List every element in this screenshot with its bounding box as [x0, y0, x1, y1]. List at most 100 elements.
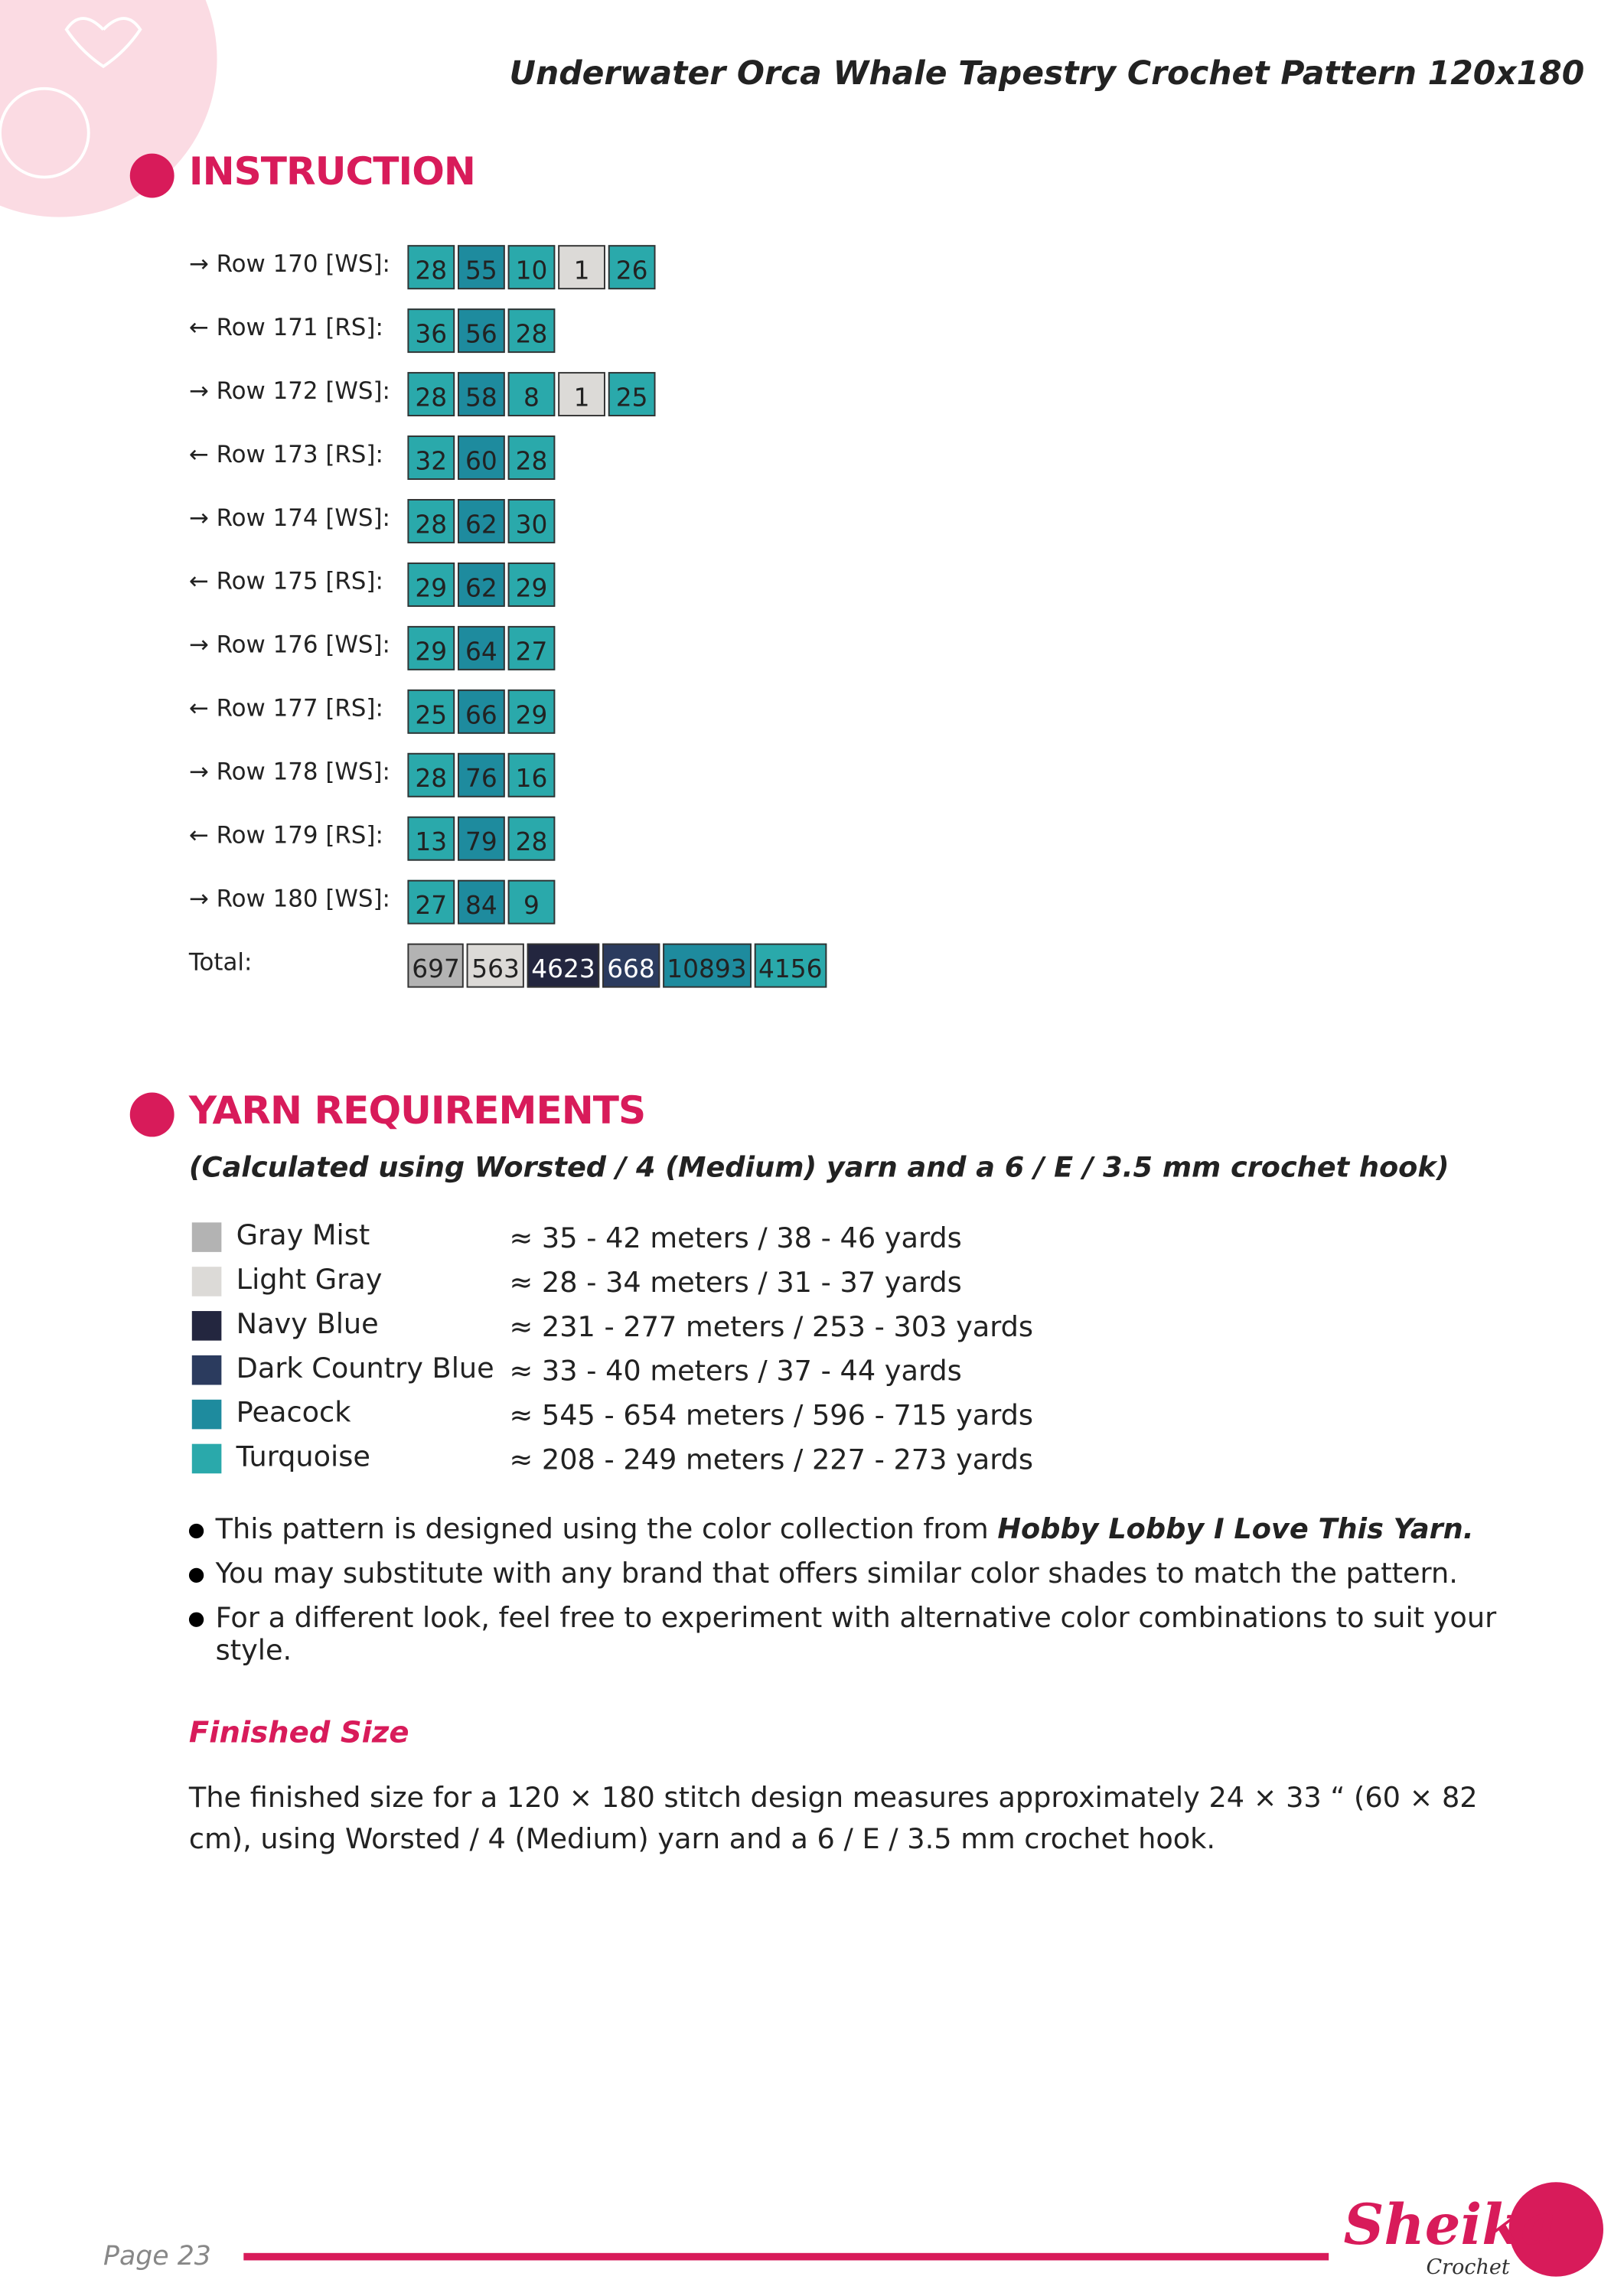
cell-row: 27 84 9: [407, 879, 556, 925]
stitch-cell: 25: [407, 689, 455, 734]
stitch-cell: 28: [407, 752, 455, 797]
yarn-name: Navy Blue: [236, 1308, 379, 1341]
row-label: → Row 170 [WS]:: [188, 249, 390, 278]
section-icon: [129, 153, 174, 198]
section-subtitle: (Calculated using Worsted / 4 (Medium) y…: [188, 1151, 1450, 1185]
stitch-cell: 10893: [662, 943, 752, 988]
stitch-cell: 84: [458, 879, 505, 925]
cell-row: 28 76 16: [407, 752, 556, 797]
bullet-note: You may substitute with any brand that o…: [189, 1557, 1515, 1590]
stitch-cell: 36: [407, 308, 455, 354]
color-swatch: [191, 1399, 222, 1430]
subheading: Finished Size: [188, 1714, 409, 1750]
row-label: ← Row 177 [RS]:: [188, 693, 383, 722]
cell-row: 29 64 27: [407, 625, 556, 670]
row-label: → Row 174 [WS]:: [188, 503, 390, 532]
cell-row: 697 563 4623 668 10893 4156: [407, 943, 827, 988]
color-swatch: [191, 1311, 222, 1341]
yarn-amount: ≈ 28 - 34 meters / 31 - 37 yards: [509, 1267, 962, 1300]
stitch-cell: 1: [558, 372, 605, 417]
stitch-cell: 1: [558, 245, 605, 290]
stitch-cell: 28: [507, 816, 556, 861]
row-label: Total:: [188, 947, 253, 977]
document-title: Underwater Orca Whale Tapestry Crochet P…: [509, 56, 1585, 93]
page-number: Page 23: [103, 2241, 211, 2272]
cell-row: 28 58 8 1 25: [407, 372, 656, 417]
stitch-cell: 64: [458, 625, 505, 670]
yarn-name: Dark Country Blue: [236, 1352, 494, 1385]
stitch-cell: 27: [407, 879, 455, 925]
row-label: → Row 172 [WS]:: [188, 376, 390, 405]
stitch-cell: 29: [407, 625, 455, 670]
stitch-cell: 4623: [527, 943, 600, 988]
paragraph: The finished size for a 120 × 180 stitch…: [188, 1782, 1478, 1856]
stitch-cell: 16: [507, 752, 556, 797]
stitch-cell: 58: [458, 372, 505, 417]
stitch-cell: 29: [407, 562, 455, 607]
stitch-cell: 66: [458, 689, 505, 734]
stitch-cell: 8: [507, 372, 556, 417]
yarn-name: Peacock: [236, 1396, 351, 1430]
row-label: ← Row 175 [RS]:: [188, 566, 383, 595]
stitch-cell: 62: [458, 562, 505, 607]
color-swatch: [191, 1443, 222, 1474]
color-swatch: [191, 1222, 222, 1252]
bullet-note: For a different look, feel free to exper…: [189, 1602, 1515, 1667]
cell-row: 13 79 28: [407, 816, 556, 861]
row-label: → Row 178 [WS]:: [188, 757, 390, 786]
logo-subtext: Crochet: [1426, 2255, 1510, 2280]
yarn-name: Light Gray: [236, 1264, 383, 1296]
cell-row: 36 56 28: [407, 308, 556, 354]
stitch-cell: 32: [407, 435, 455, 480]
row-label: ← Row 179 [RS]:: [188, 820, 383, 850]
section-heading: INSTRUCTION: [188, 150, 476, 195]
stitch-cell: 25: [608, 372, 656, 417]
stitch-cell: 13: [407, 816, 455, 861]
cell-row: 28 55 10 1 26: [407, 245, 656, 290]
yarn-amount: ≈ 35 - 42 meters / 38 - 46 yards: [509, 1222, 962, 1255]
stitch-cell: 79: [458, 816, 505, 861]
footer-line: [243, 2252, 1329, 2261]
stitch-cell: 28: [407, 245, 455, 290]
logo-mark: [1508, 2182, 1604, 2277]
logo-text: Sheika: [1343, 2190, 1557, 2258]
note-text: For a different look, feel free to exper…: [215, 1602, 1497, 1667]
stitch-cell: 9: [507, 879, 556, 925]
cell-row: 32 60 28: [407, 435, 556, 480]
cell-row: 29 62 29: [407, 562, 556, 607]
stitch-cell: 55: [458, 245, 505, 290]
stitch-cell: 56: [458, 308, 505, 354]
note-text: You may substitute with any brand that o…: [215, 1557, 1458, 1590]
stitch-cell: 28: [407, 372, 455, 417]
section-heading: YARN REQUIREMENTS: [188, 1089, 646, 1134]
stitch-cell: 29: [507, 562, 556, 607]
stitch-cell: 29: [507, 689, 556, 734]
stitch-cell: 4156: [754, 943, 827, 988]
stitch-cell: 60: [458, 435, 505, 480]
yarn-name: Gray Mist: [236, 1219, 370, 1252]
stitch-cell: 30: [507, 499, 556, 543]
row-label: ← Row 171 [RS]:: [188, 312, 383, 341]
color-swatch: [191, 1267, 222, 1296]
row-label: → Row 180 [WS]:: [188, 884, 390, 913]
section-icon: [129, 1092, 174, 1137]
stitch-cell: 27: [507, 625, 556, 670]
stitch-cell: 26: [608, 245, 656, 290]
yarn-name: Turquoise: [236, 1440, 370, 1474]
cell-row: 28 62 30: [407, 499, 556, 543]
stitch-cell: 668: [602, 943, 660, 988]
color-swatch: [191, 1355, 222, 1385]
note-text: This pattern is designed using the color…: [215, 1513, 998, 1546]
bullet-note: This pattern is designed using the color…: [189, 1513, 1515, 1545]
cell-row: 25 66 29: [407, 689, 556, 734]
stitch-cell: 76: [458, 752, 505, 797]
yarn-amount: ≈ 545 - 654 meters / 596 - 715 yards: [509, 1399, 1034, 1433]
yarn-amount: ≈ 33 - 40 meters / 37 - 44 yards: [509, 1355, 962, 1388]
stitch-cell: 28: [407, 499, 455, 543]
stitch-cell: 28: [507, 308, 556, 354]
row-label: ← Row 173 [RS]:: [188, 439, 383, 468]
stitch-cell: 62: [458, 499, 505, 543]
yarn-amount: ≈ 231 - 277 meters / 253 - 303 yards: [509, 1311, 1034, 1344]
